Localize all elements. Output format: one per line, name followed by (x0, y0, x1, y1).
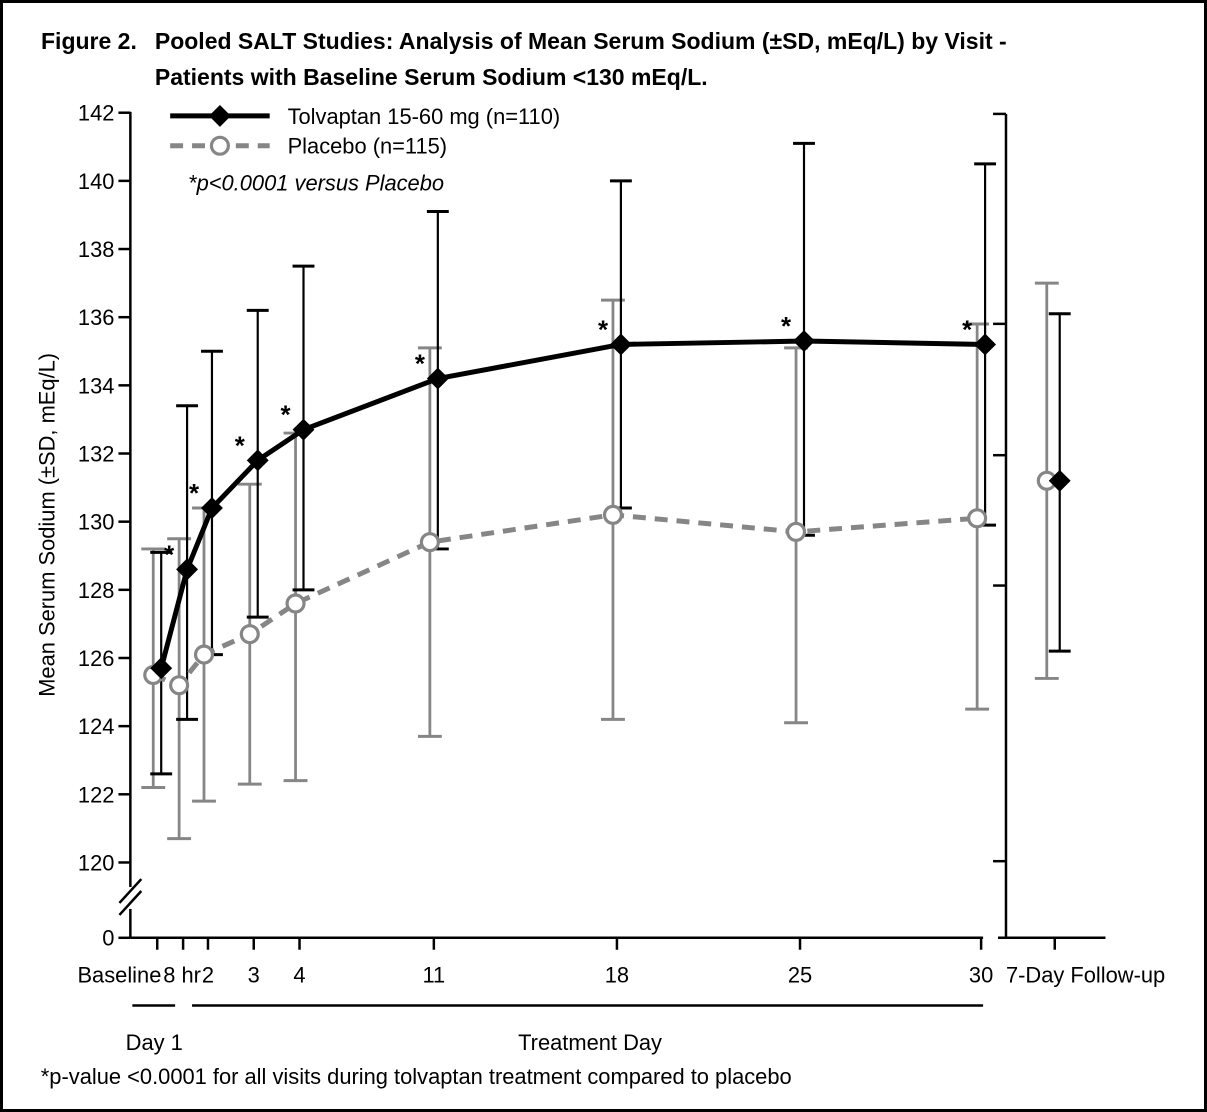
y-tick-label: 120 (78, 850, 114, 875)
day1-label: Day 1 (126, 1030, 183, 1055)
y-tick-label: 126 (78, 646, 114, 671)
axis-break-slash (118, 890, 143, 916)
placebo-marker (285, 593, 306, 614)
significance-asterisk: * (189, 480, 200, 508)
y-tick-label: 132 (78, 441, 114, 466)
treatment-day-label: Treatment Day (518, 1030, 662, 1055)
tolvaptan-marker (974, 333, 997, 356)
placebo-marker (169, 675, 190, 696)
y-tick-label: 124 (78, 714, 114, 739)
legend-significance-note: *p<0.0001 versus Placebo (188, 171, 444, 196)
y-tick-label: 128 (78, 578, 114, 603)
tolvaptan-marker (150, 657, 173, 680)
placebo-marker (602, 504, 624, 525)
legend-placebo-circle-icon (209, 135, 230, 156)
placebo-series-line (152, 512, 978, 688)
tolvaptan-marker (292, 418, 315, 441)
significance-asterisk: * (598, 316, 609, 344)
y-tick-label: 142 (78, 101, 114, 126)
significance-asterisk: * (281, 402, 292, 430)
x-tick-label: 30 (969, 963, 993, 988)
tolvaptan-series-line (158, 338, 986, 669)
figure-title: Figure 2. Pooled SALT Studies: Analysis … (3, 3, 1204, 95)
significance-asterisk: * (415, 351, 426, 379)
figure-number-label: Figure 2. (41, 28, 137, 54)
x-tick-label: 4 (293, 963, 305, 988)
figure-title-text: Pooled SALT Studies: Analysis of Mean Se… (155, 23, 1007, 95)
x-tick-label: 3 (248, 963, 260, 988)
y-tick-label: 122 (78, 782, 114, 807)
significance-asterisk: * (235, 432, 246, 460)
significance-asterisk: * (962, 316, 973, 344)
placebo-marker (193, 644, 215, 665)
significance-asterisk: * (781, 313, 792, 341)
placebo-marker (967, 508, 988, 529)
placebo-marker (785, 521, 807, 542)
y-tick-label: 136 (78, 305, 114, 330)
x-tick-label: 2 (202, 963, 214, 988)
x-tick-label: Baseline (77, 963, 161, 988)
legend-placebo-label: Placebo (n=115) (288, 134, 448, 159)
y-tick-label: 138 (78, 237, 114, 262)
axis-break-gap (127, 887, 134, 909)
figure-title-line2: Patients with Baseline Serum Sodium <130… (154, 64, 708, 90)
x-tick-label: 25 (788, 963, 812, 988)
legend-tolvaptan-label: Tolvaptan 15-60 mg (n=110) (288, 104, 561, 129)
y-tick-label: 134 (78, 373, 114, 398)
x-tick-label: 8 hr (163, 963, 201, 988)
legend-tolvaptan-diamond-icon (208, 104, 231, 127)
y-axis-title: Mean Serum Sodium (±SD, mEq/L) (35, 353, 60, 697)
y-tick-label: 140 (78, 169, 114, 194)
followup-x-label: 7-Day Follow-up (1006, 963, 1165, 988)
chart-svg: 142 140 138 136 134 132 130 128 126 124 122 120 0 Bas… (35, 101, 1165, 1089)
placebo-marker (239, 624, 260, 645)
tolvaptan-marker (609, 333, 632, 356)
figure-title-line1: Pooled SALT Studies: Analysis of Mean Se… (154, 28, 1007, 54)
footnote: *p-value <0.0001 for all visits during t… (41, 1064, 792, 1089)
y-tick-label: 0 (102, 926, 114, 951)
y-tick-label: 130 (78, 510, 114, 535)
tolvaptan-marker (426, 367, 449, 390)
x-tick-label: 18 (605, 963, 629, 988)
x-tick-label: 11 (422, 963, 445, 988)
tolvaptan-marker (246, 449, 269, 472)
axis-break-slash (118, 878, 143, 904)
significance-asterisk: * (164, 541, 175, 569)
tolvaptan-marker (793, 330, 815, 352)
placebo-marker (419, 532, 440, 553)
